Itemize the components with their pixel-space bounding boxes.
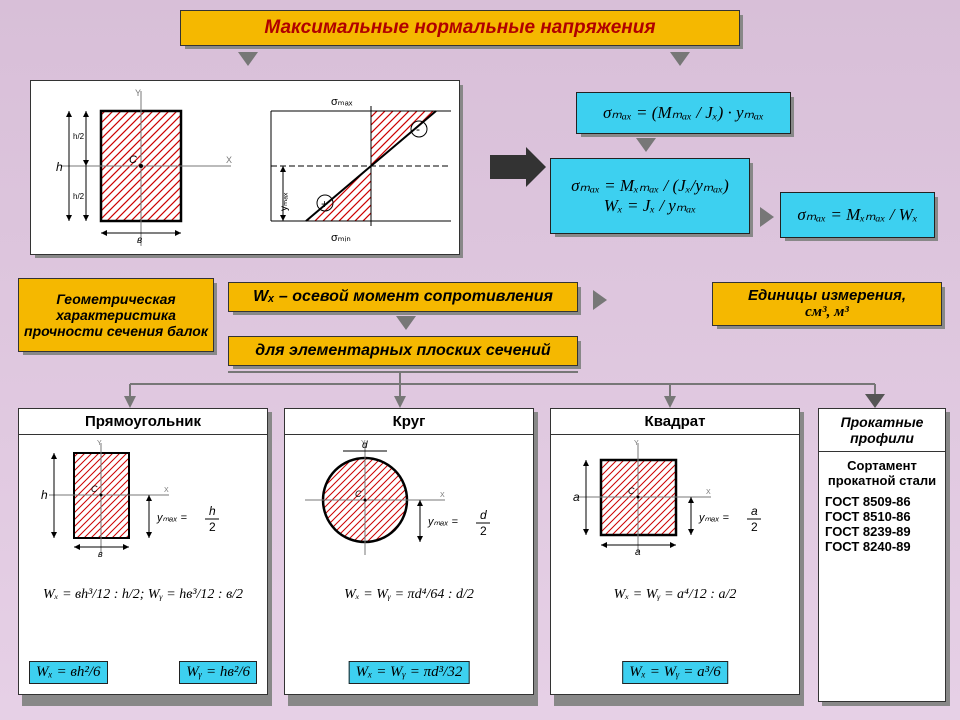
formula-sigma-max-3: σₘₐₓ = Mₓₘₐₓ / Wₓ [780,192,935,238]
rolled-profiles: Прокатные профили Сортамент прокатной ст… [818,408,946,702]
stress-diagram: Y X C h h/2 h/2 в - + σₘₐₓ σₘᵢₙ [30,80,460,255]
shape-square: Квадрат Y X C a a yₘₐₓ = a 2 Wₓ = Wᵧ = a… [550,408,800,702]
circle-svg: Y X C d yₘₐₓ = d 2 [285,435,535,585]
svg-text:2: 2 [480,524,487,538]
svg-text:a: a [635,547,641,558]
svg-text:X: X [706,489,711,496]
svg-text:в: в [98,549,103,559]
svg-text:yₘₐₓ =: yₘₐₓ = [156,512,188,524]
units-box: Единицы измерения, см³, м³ [712,282,942,326]
svg-text:yₘₐₓ =: yₘₐₓ = [427,516,459,528]
svg-text:Y: Y [97,440,102,447]
svg-text:h: h [41,488,48,502]
shape-body: Y X C h в yₘₐₓ = h 2 Wₓ = вh³/12 : h/2; … [18,435,268,695]
svg-text:h/2: h/2 [73,192,85,201]
svg-text:d: d [480,508,487,522]
arrow-icon [760,207,774,227]
square-svg: Y X C a a yₘₐₓ = a 2 [551,435,801,585]
svg-text:yₘₐₓ =: yₘₐₓ = [698,512,730,524]
wx-definition: Wₓ – осевой момент сопротивления [228,282,578,312]
svg-text:C: C [91,484,98,494]
svg-text:X: X [440,492,445,499]
formula-text: σₘₐₓ = Mₓₘₐₓ / Wₓ [797,205,917,225]
svg-text:Y: Y [634,440,639,447]
svg-text:X: X [226,155,232,165]
geom-text: Геометрическая характеристика прочности … [19,291,213,339]
gost-2: ГОСТ 8239-89 [825,524,939,539]
geometric-characteristic: Геометрическая характеристика прочности … [18,278,214,352]
arrow-icon [593,290,607,310]
shape-rectangle: Прямоугольник Y X C h в yₘₐₓ = h 2 Wₓ = … [18,408,268,702]
w-result: Wₓ = Wᵧ = πd³/32 [349,661,470,684]
w-result: Wₓ = Wᵧ = a³/6 [622,661,728,684]
svg-text:h: h [209,504,216,518]
svg-text:yₘₐₓ: yₘₐₓ [279,192,290,211]
main-title-text: Максимальные нормальные напряжения [264,17,655,39]
svg-text:C: C [628,486,635,496]
profiles-title: Прокатные профили [818,408,946,452]
svg-text:σₘₐₓ: σₘₐₓ [331,96,353,108]
shape-body: Y X C d yₘₐₓ = d 2 Wₓ = Wᵧ = πd⁴/64 : d/… [284,435,534,695]
svg-text:в: в [137,235,142,246]
svg-text:X: X [164,487,169,494]
svg-text:Y: Y [135,88,141,98]
arrow-right-icon [490,155,528,179]
units-line1: Единицы измерения, [748,287,906,304]
formula-text: σₘₐₓ = Mₓₘₐₓ / (Jₓ/yₘₐₓ) [571,176,729,196]
svg-text:h/2: h/2 [73,132,85,141]
w-derivation: Wₓ = Wᵧ = πd⁴/64 : d/2 [289,587,529,603]
gost-0: ГОСТ 8509-86 [825,494,939,509]
fan-arrows [0,366,960,408]
profiles-sub: Сортамент прокатной стали [825,458,939,488]
shape-title: Круг [284,408,534,435]
shape-circle: Круг Y X C d yₘₐₓ = d 2 Wₓ = Wᵧ = πd⁴/64… [284,408,534,702]
svg-text:2: 2 [751,520,758,534]
svg-text:C: C [355,489,362,499]
formula-text: σₘₐₓ = (Mₘₐₓ / Jₓ) · yₘₐₓ [603,103,764,123]
stress-diagram-svg: Y X C h h/2 h/2 в - + σₘₐₓ σₘᵢₙ [31,81,461,256]
w-derivation: Wₓ = Wᵧ = a⁴/12 : a/2 [555,587,795,603]
el-text: для элементарных плоских сечений [255,342,550,360]
gost-3: ГОСТ 8240-89 [825,539,939,554]
arrow-icon [396,316,416,330]
gost-1: ГОСТ 8510-86 [825,509,939,524]
rect-svg: Y X C h в yₘₐₓ = h 2 [19,435,269,585]
svg-text:2: 2 [209,520,216,534]
shape-title: Прямоугольник [18,408,268,435]
main-title: Максимальные нормальные напряжения [180,10,740,46]
shape-title: Квадрат [550,408,800,435]
formula-sigma-max-2: σₘₐₓ = Mₓₘₐₓ / (Jₓ/yₘₐₓ) Wₓ = Jₓ / yₘₐₓ [550,158,750,234]
formula-sigma-max-1: σₘₐₓ = (Mₘₐₓ / Jₓ) · yₘₐₓ [576,92,791,134]
shape-body: Y X C a a yₘₐₓ = a 2 Wₓ = Wᵧ = a⁴/12 : a… [550,435,800,695]
svg-text:a: a [751,504,758,518]
svg-text:d: d [362,440,368,451]
arrow-icon [636,138,656,152]
svg-text:σₘᵢₙ: σₘᵢₙ [331,232,351,244]
svg-text:h: h [56,160,63,174]
arrow-icon [238,52,258,66]
arrow-icon [670,52,690,66]
svg-text:-: - [416,122,420,136]
formula-text: Wₓ = Jₓ / yₘₐₓ [604,196,697,216]
elementary-sections: для элементарных плоских сечений [228,336,578,366]
profiles-body: Сортамент прокатной стали ГОСТ 8509-86 Г… [818,452,946,702]
w-derivation: Wₓ = вh³/12 : h/2; Wᵧ = hв³/12 : в/2 [23,587,263,603]
wx-text: Wₓ – осевой момент сопротивления [253,288,553,306]
wy-result: Wᵧ = hв²/6 [179,661,257,684]
wx-result: Wₓ = вh²/6 [29,661,108,684]
svg-text:+: + [321,197,328,211]
units-line2: см³, м³ [805,304,849,321]
svg-text:a: a [573,490,580,504]
svg-text:C: C [129,154,137,166]
